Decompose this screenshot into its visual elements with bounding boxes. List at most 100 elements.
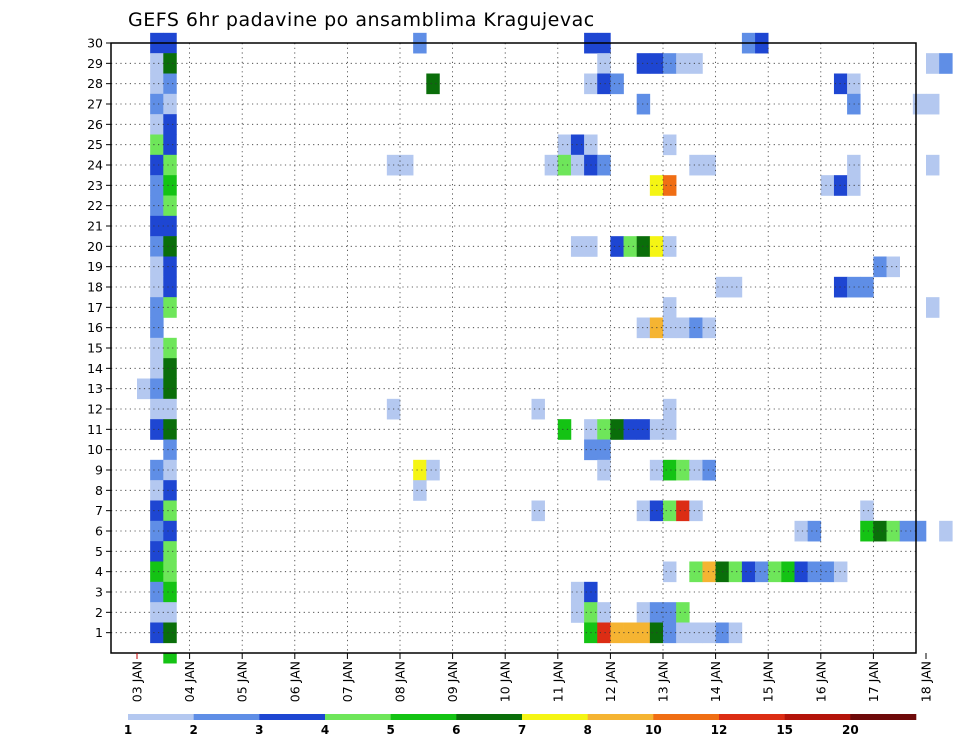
precip-cell <box>163 622 177 644</box>
precip-cell <box>689 561 703 583</box>
y-tick-label: 8 <box>95 483 103 498</box>
precip-cell <box>663 236 677 257</box>
precip-cell <box>794 561 808 583</box>
precip-cell <box>689 622 703 644</box>
precip-cell <box>663 317 677 339</box>
y-tick-label: 9 <box>95 463 103 478</box>
colorbar-label: 15 <box>776 723 793 737</box>
precip-cell <box>163 439 177 461</box>
precip-cell <box>702 622 716 644</box>
precip-cell <box>926 297 940 318</box>
colorbar-label: 3 <box>255 723 263 737</box>
precip-cell <box>570 154 585 176</box>
precip-cell <box>663 500 677 522</box>
y-tick-label: 16 <box>87 320 103 335</box>
y-tick-label: 13 <box>87 381 103 396</box>
precip-cell <box>557 419 572 440</box>
precip-cell <box>676 500 690 522</box>
precip-cells <box>137 32 953 664</box>
precip-cell <box>150 459 164 481</box>
precip-cell <box>663 398 677 420</box>
precip-cell <box>163 378 177 400</box>
precip-cell <box>676 53 690 74</box>
precip-cell <box>163 154 177 176</box>
precip-cell <box>163 297 177 318</box>
precip-cell <box>163 581 177 603</box>
precip-cell <box>163 134 177 156</box>
y-tick-label: 14 <box>87 361 103 376</box>
plot-background <box>111 43 916 653</box>
precip-cell <box>663 175 677 196</box>
precip-cell <box>741 561 756 583</box>
precip-cell <box>610 419 624 440</box>
precip-cell <box>163 256 177 278</box>
precip-cell <box>689 154 703 176</box>
precip-cell <box>663 561 677 583</box>
colorbar-swatch <box>325 714 391 720</box>
precip-cell <box>557 134 572 156</box>
precip-cell <box>163 53 177 74</box>
precip-cell <box>807 520 822 542</box>
precip-cell <box>886 256 900 278</box>
colorbar-label: 1 <box>124 723 132 737</box>
x-tick-label: 18 JAN <box>919 661 934 702</box>
precip-cell <box>663 622 677 644</box>
y-tick-label: 2 <box>95 605 103 620</box>
colorbar: 1 2 3 4 5 6 7 8 10 12 15 20 <box>124 714 917 737</box>
precip-cell <box>623 419 637 440</box>
precip-cell <box>163 419 177 440</box>
precip-cell <box>728 622 743 644</box>
precip-cell <box>597 602 611 623</box>
precip-cell <box>163 175 177 196</box>
y-tick-label: 19 <box>87 259 103 274</box>
x-tick-label: 07 JAN <box>340 661 355 702</box>
precip-cell <box>150 73 164 95</box>
precip-cell <box>150 480 164 501</box>
x-tick-label: 04 JAN <box>182 661 197 702</box>
precip-cell <box>570 602 585 623</box>
colorbar-label: 5 <box>386 723 394 737</box>
precip-cell <box>663 459 677 481</box>
y-tick-label: 15 <box>87 341 103 356</box>
precip-cell <box>676 317 690 339</box>
precip-cell <box>163 500 177 522</box>
precip-cell <box>663 53 677 74</box>
colorbar-swatch <box>719 714 785 720</box>
y-tick-label: 22 <box>87 198 103 213</box>
precip-cell <box>794 520 808 542</box>
precip-cell <box>702 561 716 583</box>
precip-cell <box>150 541 164 562</box>
precip-cell <box>623 622 637 644</box>
precip-cell <box>163 114 177 135</box>
y-tick-label: 26 <box>87 117 103 132</box>
precip-cell <box>163 398 177 420</box>
colorbar-label: 20 <box>842 723 859 737</box>
colorbar-swatch <box>587 714 654 720</box>
y-tick-label: 4 <box>95 564 103 579</box>
precip-cell <box>820 175 835 196</box>
y-tick-label: 10 <box>87 442 103 457</box>
precip-cell <box>163 358 177 379</box>
precip-cell <box>150 276 164 298</box>
precip-cell <box>636 622 651 644</box>
y-tick-label: 5 <box>95 544 103 559</box>
x-tick-label: 08 JAN <box>393 661 408 702</box>
precip-cell <box>689 459 703 481</box>
precip-cell <box>728 276 743 298</box>
precip-cell <box>150 154 164 176</box>
precip-cell <box>623 236 637 257</box>
precip-cell <box>150 358 164 379</box>
y-axis: 1234567891011121314151617181920212223242… <box>87 36 111 640</box>
precip-cell <box>702 154 716 176</box>
precip-cell <box>597 419 611 440</box>
precip-cell <box>163 337 177 359</box>
colorbar-swatch <box>259 714 326 720</box>
y-tick-label: 24 <box>87 158 103 173</box>
colorbar-swatch <box>653 714 720 720</box>
y-tick-label: 30 <box>87 36 103 51</box>
precip-cell <box>150 500 164 522</box>
y-tick-label: 7 <box>95 503 103 518</box>
precip-cell <box>137 378 151 400</box>
precip-cell <box>544 154 559 176</box>
